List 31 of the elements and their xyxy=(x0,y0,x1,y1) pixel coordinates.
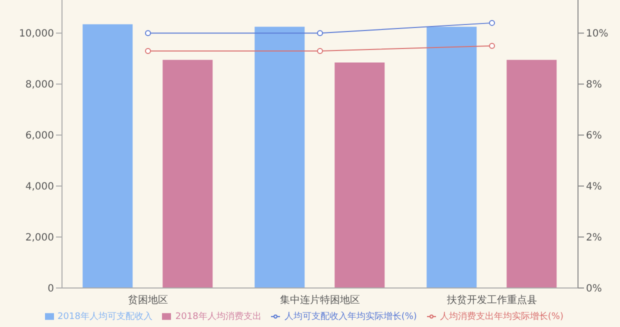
legend-label: 2018年人均可支配收入 xyxy=(58,312,152,322)
y-tick-label: 4,000 xyxy=(25,182,54,193)
y-tick-label: 2,000 xyxy=(25,232,54,244)
point xyxy=(489,42,495,49)
bar xyxy=(254,26,305,288)
legend-label: 人均消费支出年均实际增长(%) xyxy=(440,312,564,322)
bar xyxy=(334,62,385,288)
y2-tick-label: 6% xyxy=(586,130,602,142)
y2-tick-label: 10% xyxy=(586,28,608,40)
x-tick-label: 贫困地区 xyxy=(128,294,168,306)
y2-tick-label: 2% xyxy=(586,232,602,244)
bar xyxy=(506,60,557,288)
point xyxy=(317,30,323,36)
y2-tick-label: 8% xyxy=(586,80,602,91)
y-tick-label: 10,000 xyxy=(19,28,54,40)
y2-tick-label: 0% xyxy=(586,284,602,295)
bar xyxy=(426,26,477,288)
legend-label: 人均可支配收入年均实际增长(%) xyxy=(284,312,417,322)
x-tick-label: 扶贫开发工作重点县 xyxy=(446,294,537,306)
bar xyxy=(162,60,213,288)
y-tick-label: 8,000 xyxy=(25,80,54,91)
point xyxy=(145,30,151,36)
bar xyxy=(82,24,133,288)
legend-label: 2018年人均消费支出 xyxy=(175,312,262,322)
y2-tick-label: 4% xyxy=(586,182,602,193)
y-tick-label: 0 xyxy=(48,284,54,295)
point xyxy=(489,20,495,26)
y-tick-label: 6,000 xyxy=(25,130,54,142)
point xyxy=(317,48,323,54)
point xyxy=(145,48,151,54)
x-tick-label: 集中连片特困地区 xyxy=(280,294,360,306)
